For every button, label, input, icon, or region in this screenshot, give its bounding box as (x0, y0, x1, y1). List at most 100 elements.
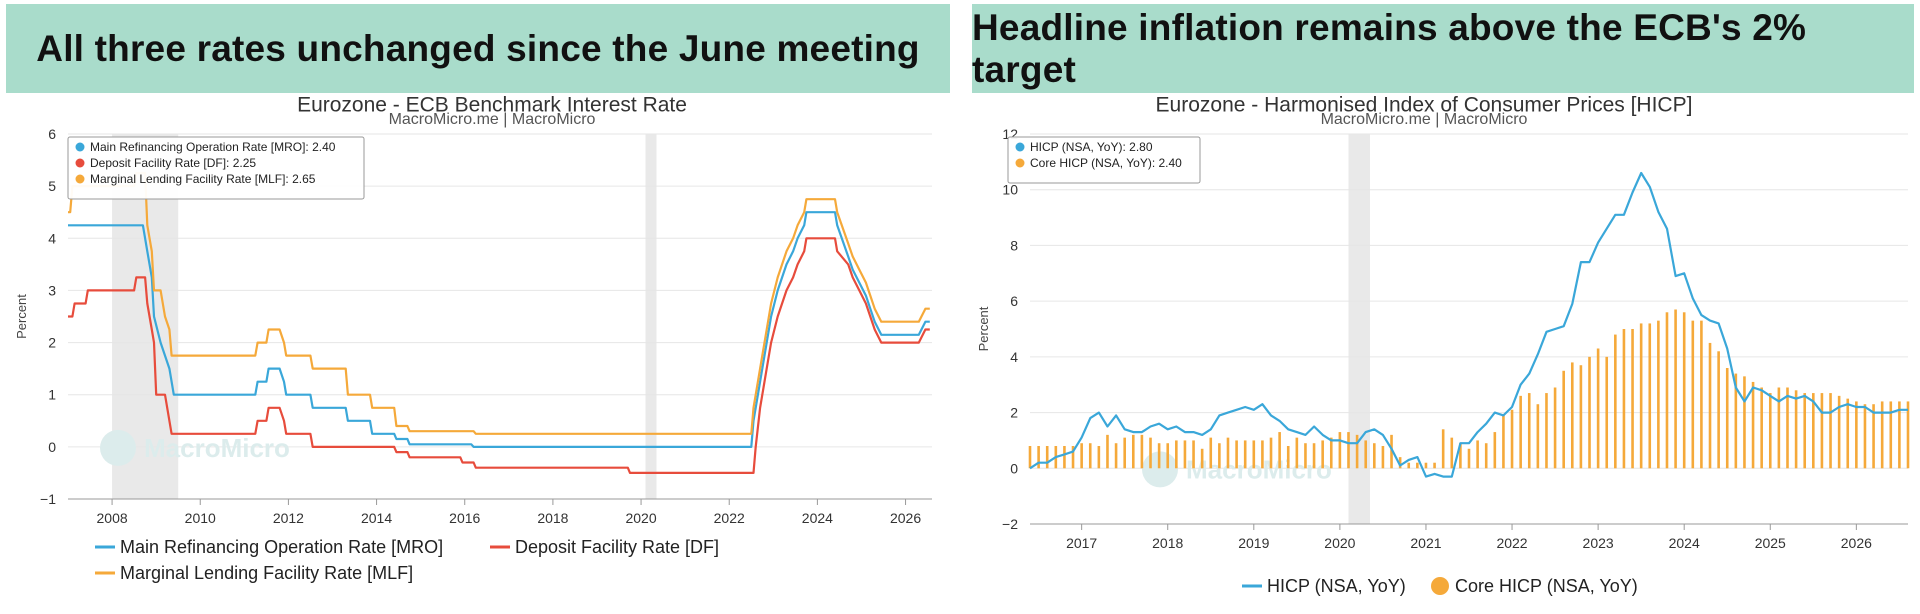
x-tick-label: 2026 (1841, 535, 1872, 551)
core-hicp-bar (1880, 401, 1884, 469)
core-hicp-bar (1691, 320, 1695, 469)
core-hicp-bar (1088, 443, 1092, 469)
y-tick-label: 6 (48, 126, 56, 142)
core-hicp-bar (1674, 309, 1677, 469)
tooltip-swatch (75, 142, 85, 152)
core-hicp-bar (1657, 320, 1660, 469)
core-hicp-bar (1450, 437, 1454, 469)
core-hicp-bar (1329, 437, 1333, 469)
core-hicp-bar (1682, 312, 1686, 469)
core-hicp-bar (1639, 323, 1643, 469)
core-hicp-bar (1459, 443, 1462, 469)
series-line-2 (68, 237, 930, 474)
core-hicp-bar (1743, 376, 1746, 469)
x-tick-label: 2022 (1496, 535, 1527, 551)
core-hicp-bar (1175, 440, 1178, 469)
core-hicp-bar (1140, 434, 1144, 469)
interest-rate-chart: Eurozone - ECB Benchmark Interest RateMa… (14, 94, 932, 583)
y-tick-label: −1 (40, 491, 56, 507)
x-tick-label: 2010 (185, 510, 216, 526)
x-tick-label: 2024 (802, 510, 833, 526)
core-hicp-bar (1751, 381, 1755, 469)
core-hicp-bar (1863, 404, 1867, 469)
core-hicp-bar (1381, 446, 1385, 469)
core-hicp-bar (1708, 342, 1712, 469)
x-tick-label: 2022 (714, 510, 745, 526)
core-hicp-bar (1243, 440, 1247, 469)
core-hicp-bar (1570, 362, 1574, 469)
watermark-text: MacroMicro (1186, 454, 1332, 484)
core-hicp-bar (1416, 462, 1419, 469)
core-hicp-bar (1545, 393, 1548, 469)
core-hicp-bar (1364, 440, 1368, 469)
core-hicp-bar (1045, 446, 1049, 469)
left-banner: All three rates unchanged since the June… (6, 4, 950, 93)
core-hicp-bar (1218, 443, 1221, 469)
core-hicp-bar (1579, 365, 1583, 469)
y-tick-label: −2 (1002, 516, 1018, 532)
tooltip-swatch (1015, 142, 1025, 152)
core-hicp-bar (1829, 393, 1832, 469)
y-tick-label: 0 (1010, 460, 1018, 476)
core-hicp-bar (1837, 395, 1841, 469)
tooltip-item: Deposit Facility Rate [DF]: 2.25 (90, 156, 256, 170)
series-line-1 (1029, 171, 1908, 478)
y-axis-label: Percent (976, 306, 991, 351)
core-hicp-bar (1063, 446, 1066, 469)
core-hicp-bar (1872, 404, 1875, 469)
tooltip-box (67, 136, 365, 200)
core-hicp-bar (1252, 440, 1256, 469)
core-hicp-bar (1803, 393, 1807, 469)
core-hicp-bar (1725, 368, 1729, 469)
core-hicp-bar (1734, 373, 1738, 469)
core-hicp-bar (1441, 429, 1445, 469)
legend-item: Marginal Lending Facility Rate [MLF] (120, 563, 413, 583)
core-hicp-bar (1777, 387, 1781, 469)
hicp-chart: Eurozone - Harmonised Index of Consumer … (976, 94, 1910, 596)
x-tick-label: 2026 (890, 510, 921, 526)
core-hicp-bar (1553, 387, 1557, 469)
core-hicp-bar (1097, 446, 1101, 469)
x-tick-label: 2025 (1755, 535, 1786, 551)
series-line-3 (68, 172, 930, 435)
core-hicp-bar (1786, 387, 1789, 469)
tooltip-box (1007, 136, 1201, 184)
core-hicp-bar (1131, 434, 1135, 469)
core-hicp-bar (1588, 356, 1591, 469)
watermark-logo (100, 429, 136, 466)
legend-item: HICP (NSA, YoY) (1267, 576, 1406, 596)
x-tick-label: 2021 (1410, 535, 1441, 551)
left-panel: All three rates unchanged since the June… (6, 4, 950, 583)
y-axis-label: Percent (14, 294, 29, 339)
x-tick-label: 2018 (537, 510, 568, 526)
core-hicp-bar (1106, 434, 1109, 469)
core-hicp-bar (1312, 443, 1316, 469)
tooltip-swatch (75, 158, 85, 168)
y-tick-label: 2 (1010, 405, 1018, 421)
y-tick-label: 2 (48, 335, 56, 351)
core-hicp-bar (1467, 448, 1471, 469)
core-hicp-bar (1562, 370, 1565, 469)
x-tick-label: 2020 (1324, 535, 1355, 551)
core-hicp-bar (1261, 440, 1264, 469)
core-hicp-bar (1906, 401, 1910, 469)
core-hicp-bar (1123, 437, 1126, 469)
tooltip-item: HICP (NSA, YoY): 2.80 (1030, 140, 1153, 154)
core-hicp-bar (1200, 448, 1204, 469)
right-banner: Headline inflation remains above the ECB… (972, 4, 1914, 93)
chart-title: Eurozone - Harmonised Index of Consumer … (1156, 94, 1693, 116)
core-hicp-bar (1321, 440, 1324, 469)
core-hicp-bar (1898, 401, 1901, 469)
x-tick-label: 2017 (1066, 535, 1097, 551)
core-hicp-bar (1855, 401, 1858, 469)
x-tick-label: 2018 (1152, 535, 1183, 551)
core-hicp-bar (1622, 329, 1626, 469)
core-hicp-bar (1820, 393, 1824, 469)
legend-item: Deposit Facility Rate [DF] (515, 537, 719, 557)
x-tick-label: 2016 (449, 510, 480, 526)
core-hicp-bar (1355, 434, 1359, 469)
legend: Main Refinancing Operation Rate [MRO] Dep… (95, 537, 719, 583)
core-hicp-bar (1304, 443, 1307, 469)
core-hicp-bar (1347, 432, 1350, 469)
core-hicp-bar (1760, 387, 1763, 469)
